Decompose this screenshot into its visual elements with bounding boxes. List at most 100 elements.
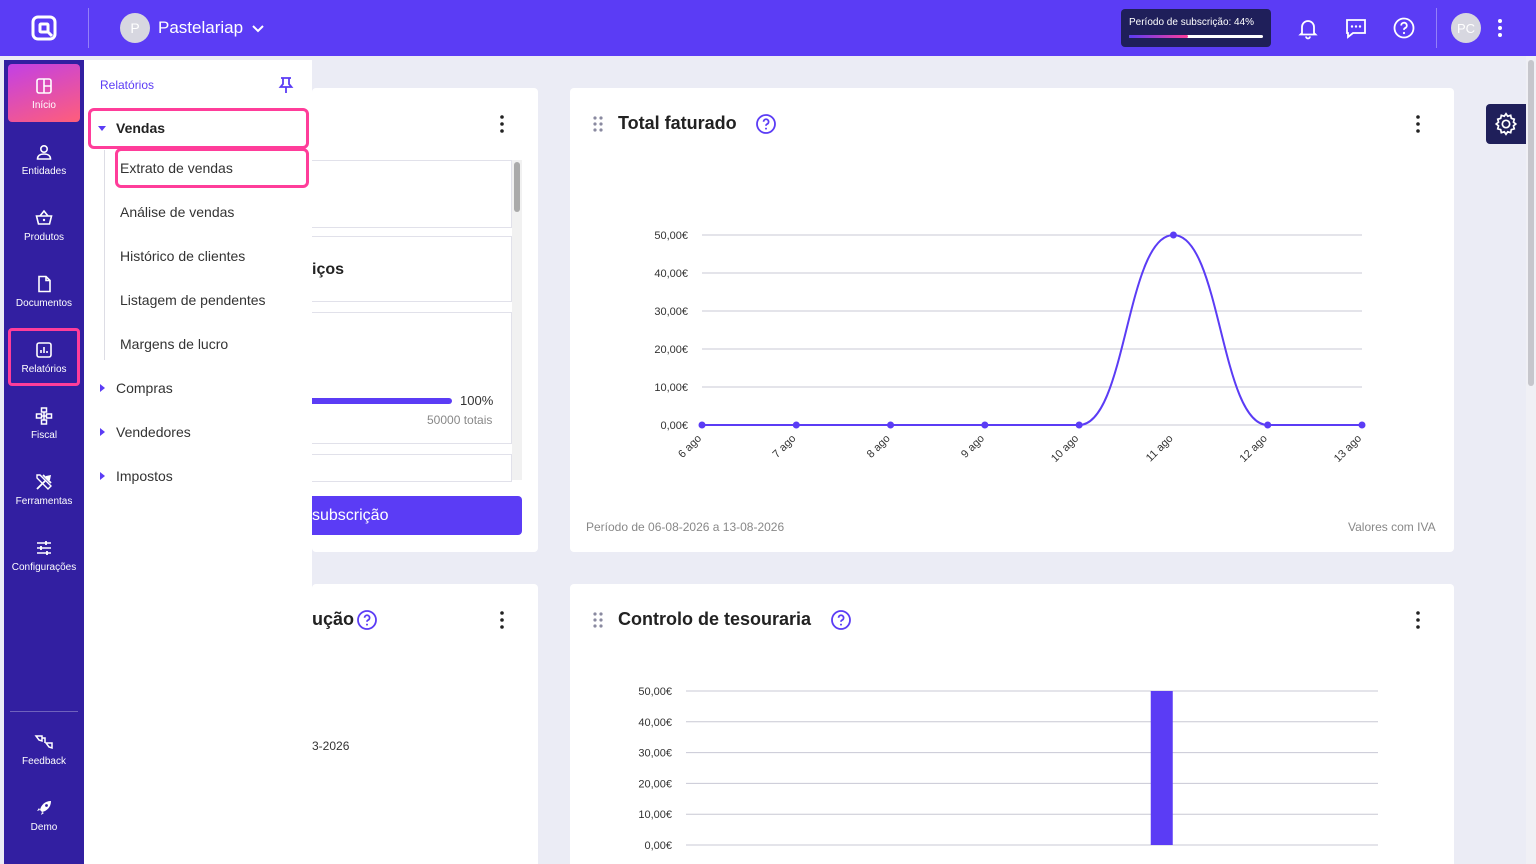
help-icon[interactable] (356, 609, 378, 631)
inner-scroll-thumb[interactable] (514, 162, 520, 212)
nav-label: Relatórios (21, 363, 67, 375)
app-logo-icon[interactable] (30, 14, 58, 42)
bar (1150, 691, 1173, 845)
x-tick-label: 9 ago (959, 433, 987, 461)
workspace-name: Pastelariap (158, 18, 244, 37)
menu-item-listagem-de-pendentes[interactable]: Listagem de pendentes (120, 292, 266, 308)
subscription-period-indicator[interactable]: Período de subscrição: 44% (1121, 9, 1271, 47)
x-tick-label: 7 ago (770, 433, 798, 461)
nav-item-fiscal[interactable]: Fiscal (8, 394, 80, 452)
basket-icon (35, 209, 53, 225)
settings-button[interactable] (1486, 104, 1526, 144)
x-tick-label: 10 ago (1049, 433, 1081, 465)
usage-totals: 50000 totais (427, 413, 493, 427)
menu-group-label: Compras (116, 380, 173, 396)
controlo-tesouraria-title: Controlo de tesouraria (618, 609, 812, 629)
data-point (1264, 421, 1272, 429)
chat-icon[interactable] (1344, 16, 1368, 40)
more-vertical-icon[interactable] (497, 610, 507, 630)
x-tick-label: 11 ago (1144, 433, 1176, 465)
page-scrollbar[interactable] (1526, 56, 1536, 864)
nav-item-ferramentas[interactable]: Ferramentas (8, 460, 80, 518)
menu-item-margens-de-lucro[interactable]: Margens de lucro (120, 336, 229, 352)
workspace-selector[interactable]: P Pastelariap (120, 13, 265, 43)
top-bar: P Pastelariap Período de subscrição: 44%… (0, 0, 1536, 56)
menu-item-analise-de-vendas[interactable]: Análise de vendas (120, 204, 235, 220)
caret-down-icon (98, 126, 106, 131)
subscription-item-box (312, 236, 512, 302)
y-tick-label: 40,00€ (654, 268, 688, 280)
feedback-icon (34, 734, 53, 749)
more-vertical-icon[interactable] (1492, 16, 1508, 40)
menu-item-historico-de-clientes[interactable]: Histórico de clientes (120, 248, 246, 264)
nav-label: Configurações (11, 561, 77, 573)
highlight-extrato (115, 148, 309, 188)
reports-flyout-menu: Relatórios Vendas Extrato de vendas Anál… (84, 60, 312, 864)
data-point (698, 421, 706, 429)
y-tick-label: 20,00€ (654, 344, 688, 356)
highlight-vendas (88, 108, 309, 149)
left-navigation: Início Entidades Produtos Documentos Rel… (4, 60, 84, 864)
x-tick-label: 6 ago (676, 433, 704, 461)
workspace-avatar: P (120, 13, 150, 43)
usage-progress-bar (312, 398, 452, 404)
caret-right-icon (100, 472, 105, 480)
nav-item-demo[interactable]: Demo (8, 786, 80, 844)
rocket-icon (37, 800, 51, 815)
subscription-button[interactable]: subscrição (312, 496, 522, 535)
menu-group-vendas[interactable]: Vendas (98, 120, 165, 136)
nav-item-feedback[interactable]: Feedback (8, 720, 80, 778)
nav-item-inicio[interactable]: Início (8, 64, 80, 122)
subscription-progress-track (1129, 35, 1263, 38)
subscription-progress-fill (1129, 35, 1188, 38)
nav-item-documentos[interactable]: Documentos (8, 262, 80, 320)
y-tick-label: 40,00€ (638, 717, 672, 729)
caret-right-icon (100, 384, 105, 392)
nav-item-configuracoes[interactable]: Configurações (8, 526, 80, 584)
nav-item-entidades[interactable]: Entidades (8, 130, 80, 188)
data-point (792, 421, 800, 429)
card-controlo-tesouraria (570, 584, 1454, 864)
menu-group-vendedores[interactable]: Vendedores (98, 424, 191, 440)
card-evolution (312, 584, 538, 864)
user-avatar[interactable]: PC (1451, 13, 1481, 43)
more-vertical-icon[interactable] (1413, 114, 1423, 134)
help-icon[interactable] (830, 609, 852, 631)
help-icon[interactable] (755, 113, 777, 135)
x-tick-label: 8 ago (865, 433, 893, 461)
grid-icon (36, 77, 52, 94)
tools-icon (36, 473, 52, 490)
chevron-down-icon (252, 25, 264, 33)
usage-percentage: 100% (460, 393, 494, 408)
more-vertical-icon[interactable] (1413, 610, 1423, 630)
more-vertical-icon[interactable] (497, 114, 507, 134)
document-icon (38, 275, 51, 292)
subscription-item-box (312, 160, 512, 228)
drag-handle-icon[interactable] (592, 611, 604, 629)
help-icon[interactable] (1392, 16, 1416, 40)
inner-scrollbar[interactable] (512, 160, 522, 480)
report-icon (36, 341, 52, 358)
nav-label: Documentos (15, 297, 73, 309)
nav-label: Início (32, 99, 56, 111)
menu-group-impostos[interactable]: Impostos (98, 468, 173, 484)
data-point (1075, 421, 1083, 429)
nav-item-relatorios[interactable]: Relatórios (8, 328, 80, 386)
y-tick-label: 50,00€ (654, 230, 688, 242)
pin-icon[interactable] (278, 76, 294, 94)
page-scroll-thumb[interactable] (1528, 60, 1534, 386)
drag-handle-icon[interactable] (592, 115, 604, 133)
menu-item-extrato-de-vendas[interactable]: Extrato de vendas (120, 160, 233, 176)
services-heading: iços (312, 261, 345, 278)
nav-label: Demo (30, 821, 58, 833)
flyout-title: Relatórios (100, 78, 155, 92)
nav-label: Fiscal (30, 429, 58, 441)
bell-icon[interactable] (1296, 16, 1320, 40)
nav-item-produtos[interactable]: Produtos (8, 196, 80, 254)
menu-group-compras[interactable]: Compras (98, 380, 173, 396)
menu-group-label: Vendedores (116, 424, 191, 440)
hierarchy-icon (35, 406, 53, 425)
topbar-divider (88, 8, 89, 48)
x-tick-label: 12 ago (1238, 433, 1270, 465)
evolution-title: ução (312, 609, 355, 629)
